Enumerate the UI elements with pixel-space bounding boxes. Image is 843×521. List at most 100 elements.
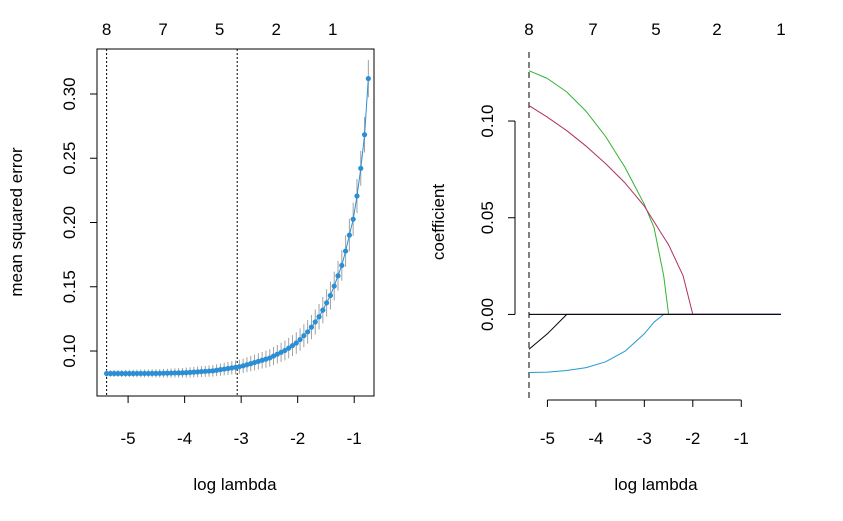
cv-reference-lines — [106, 49, 238, 396]
cv-point — [122, 370, 129, 377]
cv-point — [179, 370, 186, 376]
cp-series-lines — [528, 70, 781, 373]
cp-series-line-3 — [528, 313, 781, 350]
cp-top-tick-label: 8 — [524, 20, 533, 39]
cv-point — [206, 368, 212, 374]
cv-point — [119, 370, 125, 377]
cp-x-tick-label: -3 — [637, 429, 652, 448]
cp-y-tick-label: 0.00 — [478, 298, 497, 331]
cv-point — [358, 165, 364, 171]
cv-point — [350, 216, 356, 222]
cv-top-tick-label: 1 — [328, 20, 337, 39]
cv-top-tick-label: 2 — [271, 20, 280, 39]
cv-y-tick-label: 0.15 — [60, 270, 79, 303]
cv-point — [149, 370, 155, 376]
cv-point — [157, 370, 163, 376]
cp-top-tick-label: 2 — [712, 20, 721, 39]
cv-point — [324, 300, 330, 306]
cp-y-axis: 0.00 0.05 0.10 — [478, 104, 516, 331]
cv-point — [339, 262, 345, 268]
cv-point — [354, 193, 360, 199]
cv-x-axis: -5 -4 -3 -2 -1 — [121, 395, 362, 448]
cv-x-tick-label: -5 — [121, 429, 136, 448]
cp-y-axis-label: coefficient — [429, 184, 448, 261]
cv-point — [195, 369, 201, 375]
cv-point — [346, 232, 352, 238]
cv-point — [305, 329, 311, 335]
cv-x-tick-label: -2 — [290, 429, 305, 448]
coefficient-path-panel: -5 -4 -3 -2 -1 0.00 0.05 0.10 8 7 5 2 1 log lambda… — [429, 20, 786, 494]
cv-point — [282, 347, 288, 354]
cv-point — [145, 370, 151, 377]
cp-y-tick-label: 0.05 — [478, 201, 497, 234]
cv-point — [164, 370, 170, 376]
cv-y-tick-label: 0.30 — [60, 77, 79, 110]
cv-point — [130, 370, 136, 377]
cv-point — [293, 340, 299, 346]
cp-x-tick-label: -2 — [685, 429, 700, 448]
cv-point — [286, 345, 292, 351]
cv-y-tick-label: 0.10 — [60, 334, 79, 367]
cv-point — [327, 292, 334, 299]
cv-point — [342, 248, 349, 254]
cv-point — [104, 370, 110, 377]
cv-point — [115, 370, 121, 377]
cp-x-tick-label: -5 — [540, 429, 555, 448]
cv-y-tick-label: 0.20 — [60, 206, 79, 239]
cv-point — [172, 370, 178, 376]
cv-point — [297, 336, 303, 343]
cv-x-axis-label: log lambda — [193, 475, 277, 494]
cp-series-line-2 — [528, 313, 781, 373]
cv-point — [361, 132, 368, 138]
cp-series-line-0 — [528, 70, 781, 315]
cv-top-tick-label: 8 — [102, 20, 111, 39]
cv-point — [335, 273, 341, 279]
cv-point — [107, 370, 114, 377]
cv-point — [141, 370, 148, 377]
cv-top-tick-label: 5 — [215, 20, 224, 39]
cv-point — [187, 369, 193, 375]
cv-point — [202, 368, 208, 374]
cp-y-tick-label: 0.10 — [478, 104, 497, 137]
cv-points — [104, 75, 371, 377]
cv-point — [320, 307, 326, 313]
cp-x-axis-label: log lambda — [614, 475, 698, 494]
cv-point — [312, 319, 318, 325]
cv-top-axis: 8 7 5 2 1 — [102, 20, 338, 39]
cv-x-tick-label: -3 — [234, 429, 249, 448]
cv-point — [365, 75, 371, 82]
cv-x-tick-label: -1 — [347, 429, 362, 448]
cv-point — [176, 370, 182, 376]
cv-top-tick-label: 7 — [158, 20, 167, 39]
cv-point — [134, 370, 140, 377]
cv-x-tick-label: -4 — [177, 429, 192, 448]
cv-point — [168, 370, 174, 376]
cp-x-tick-label: -4 — [588, 429, 603, 448]
cp-series-line-1 — [528, 105, 781, 315]
cp-top-tick-label: 1 — [776, 20, 785, 39]
cv-point — [138, 370, 144, 377]
cv-point — [331, 283, 337, 289]
cp-top-axis: 8 7 5 2 1 — [524, 20, 785, 39]
cv-y-axis-label: mean squared error — [7, 147, 26, 297]
cp-x-axis: -5 -4 -3 -2 -1 — [540, 399, 749, 448]
cv-point — [160, 370, 167, 376]
cp-top-tick-label: 5 — [651, 20, 660, 39]
cv-point — [126, 370, 132, 377]
cv-point — [111, 370, 117, 377]
cv-y-tick-label: 0.25 — [60, 142, 79, 175]
cv-point — [301, 333, 307, 339]
cv-point — [316, 314, 322, 320]
cp-top-tick-label: 7 — [588, 20, 597, 39]
cp-x-tick-label: -1 — [734, 429, 749, 448]
cv-point — [191, 369, 197, 375]
cv-point — [308, 324, 315, 330]
cv-point — [198, 368, 205, 375]
cv-y-axis: 0.10 0.15 0.20 0.25 0.30 — [60, 77, 97, 368]
cv-point — [289, 342, 296, 349]
cv-error-panel: -5 -4 -3 -2 -1 0.10 0.15 0.20 0.25 0.30 8 7 5 2 1 lo… — [7, 20, 375, 494]
cv-plot-box — [96, 48, 375, 397]
cv-point — [183, 370, 189, 376]
cv-point — [153, 370, 159, 376]
